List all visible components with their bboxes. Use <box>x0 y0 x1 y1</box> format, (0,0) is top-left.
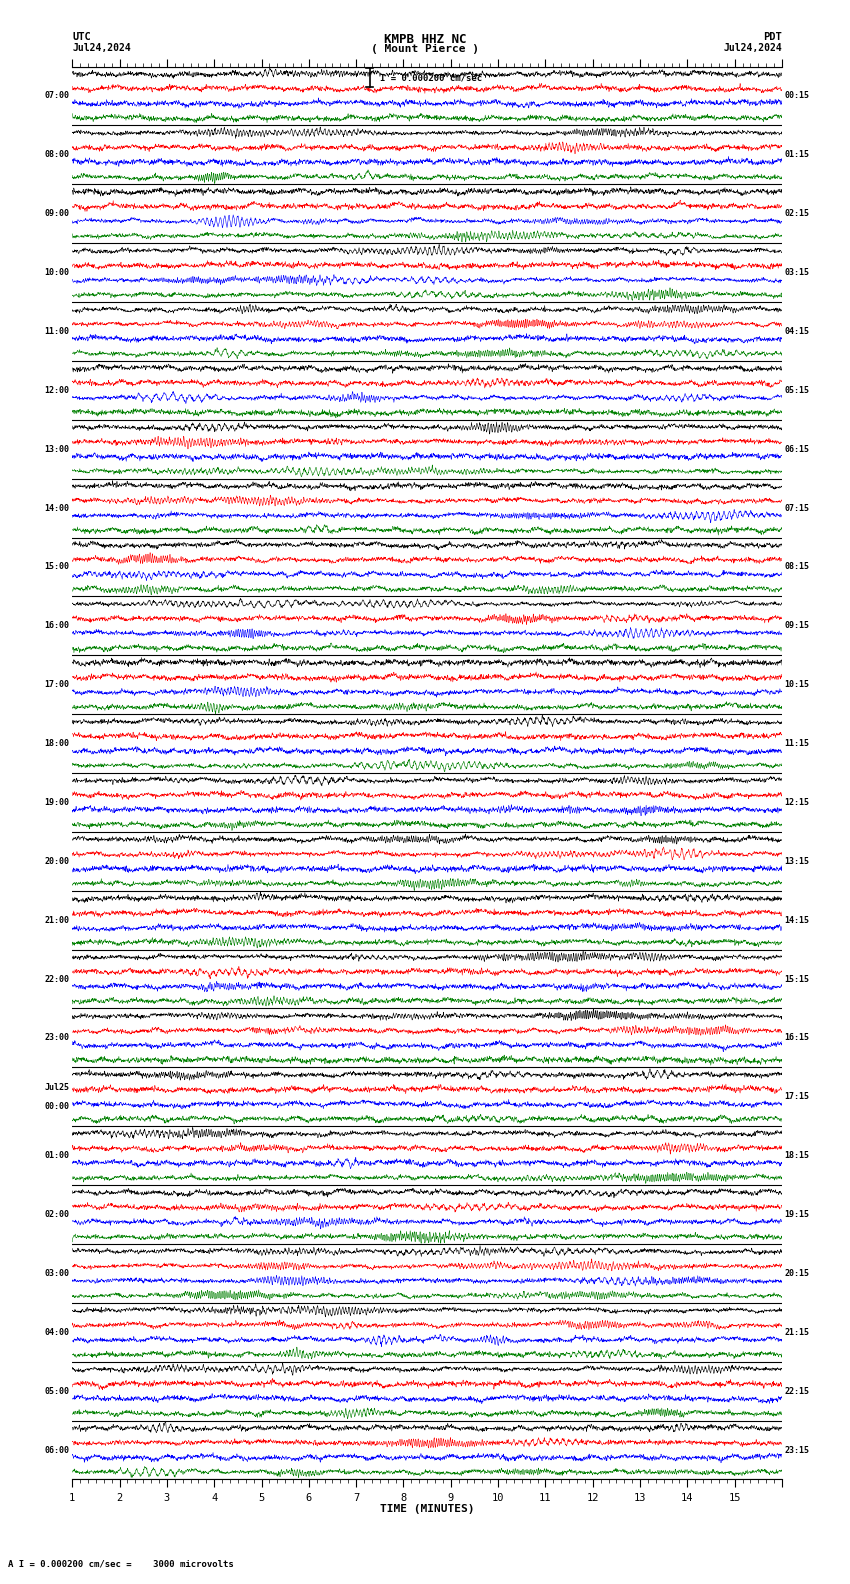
Text: 23:15: 23:15 <box>785 1446 809 1454</box>
Text: 17:15: 17:15 <box>785 1093 809 1101</box>
Text: UTC: UTC <box>72 32 91 41</box>
Text: I = 0.000200 cm/sec: I = 0.000200 cm/sec <box>380 73 482 82</box>
Text: 14:00: 14:00 <box>45 504 70 513</box>
Text: Jul24,2024: Jul24,2024 <box>72 43 131 52</box>
Text: 15:00: 15:00 <box>45 562 70 572</box>
Text: A I = 0.000200 cm/sec =    3000 microvolts: A I = 0.000200 cm/sec = 3000 microvolts <box>8 1559 235 1568</box>
Text: 10:15: 10:15 <box>785 680 809 689</box>
Text: 17:00: 17:00 <box>45 680 70 689</box>
Text: 12:00: 12:00 <box>45 386 70 394</box>
Text: KMPB HHZ NC: KMPB HHZ NC <box>383 33 467 46</box>
Text: 11:00: 11:00 <box>45 326 70 336</box>
Text: 21:00: 21:00 <box>45 916 70 925</box>
Text: 04:15: 04:15 <box>785 326 809 336</box>
Text: 13:00: 13:00 <box>45 445 70 453</box>
Text: 22:00: 22:00 <box>45 974 70 984</box>
Text: 02:00: 02:00 <box>45 1210 70 1220</box>
Text: 03:15: 03:15 <box>785 268 809 277</box>
Text: 00:15: 00:15 <box>785 92 809 100</box>
Text: 11:15: 11:15 <box>785 740 809 748</box>
Text: 05:00: 05:00 <box>45 1386 70 1396</box>
Text: 06:15: 06:15 <box>785 445 809 453</box>
Text: 21:15: 21:15 <box>785 1327 809 1337</box>
Text: 16:00: 16:00 <box>45 621 70 630</box>
Text: 20:15: 20:15 <box>785 1269 809 1278</box>
Text: ( Mount Pierce ): ( Mount Pierce ) <box>371 44 479 54</box>
Text: 00:00: 00:00 <box>45 1102 70 1110</box>
Text: 06:00: 06:00 <box>45 1446 70 1454</box>
Text: 10:00: 10:00 <box>45 268 70 277</box>
Text: 20:00: 20:00 <box>45 857 70 866</box>
Text: 07:15: 07:15 <box>785 504 809 513</box>
Text: 05:15: 05:15 <box>785 386 809 394</box>
Text: 02:15: 02:15 <box>785 209 809 219</box>
Text: 18:00: 18:00 <box>45 740 70 748</box>
Text: PDT: PDT <box>763 32 782 41</box>
Text: Jul24,2024: Jul24,2024 <box>723 43 782 52</box>
Text: 19:00: 19:00 <box>45 798 70 806</box>
X-axis label: TIME (MINUTES): TIME (MINUTES) <box>380 1505 474 1514</box>
Text: 15:15: 15:15 <box>785 974 809 984</box>
Text: 16:15: 16:15 <box>785 1033 809 1042</box>
Text: 19:15: 19:15 <box>785 1210 809 1220</box>
Text: 23:00: 23:00 <box>45 1033 70 1042</box>
Text: 04:00: 04:00 <box>45 1327 70 1337</box>
Text: 01:15: 01:15 <box>785 150 809 160</box>
Text: 01:00: 01:00 <box>45 1152 70 1159</box>
Text: 07:00: 07:00 <box>45 92 70 100</box>
Text: 13:15: 13:15 <box>785 857 809 866</box>
Text: 22:15: 22:15 <box>785 1386 809 1396</box>
Text: 09:15: 09:15 <box>785 621 809 630</box>
Text: 09:00: 09:00 <box>45 209 70 219</box>
Text: 08:15: 08:15 <box>785 562 809 572</box>
Text: 08:00: 08:00 <box>45 150 70 160</box>
Text: Jul25: Jul25 <box>45 1083 70 1091</box>
Text: 03:00: 03:00 <box>45 1269 70 1278</box>
Text: 14:15: 14:15 <box>785 916 809 925</box>
Text: 18:15: 18:15 <box>785 1152 809 1159</box>
Text: 12:15: 12:15 <box>785 798 809 806</box>
